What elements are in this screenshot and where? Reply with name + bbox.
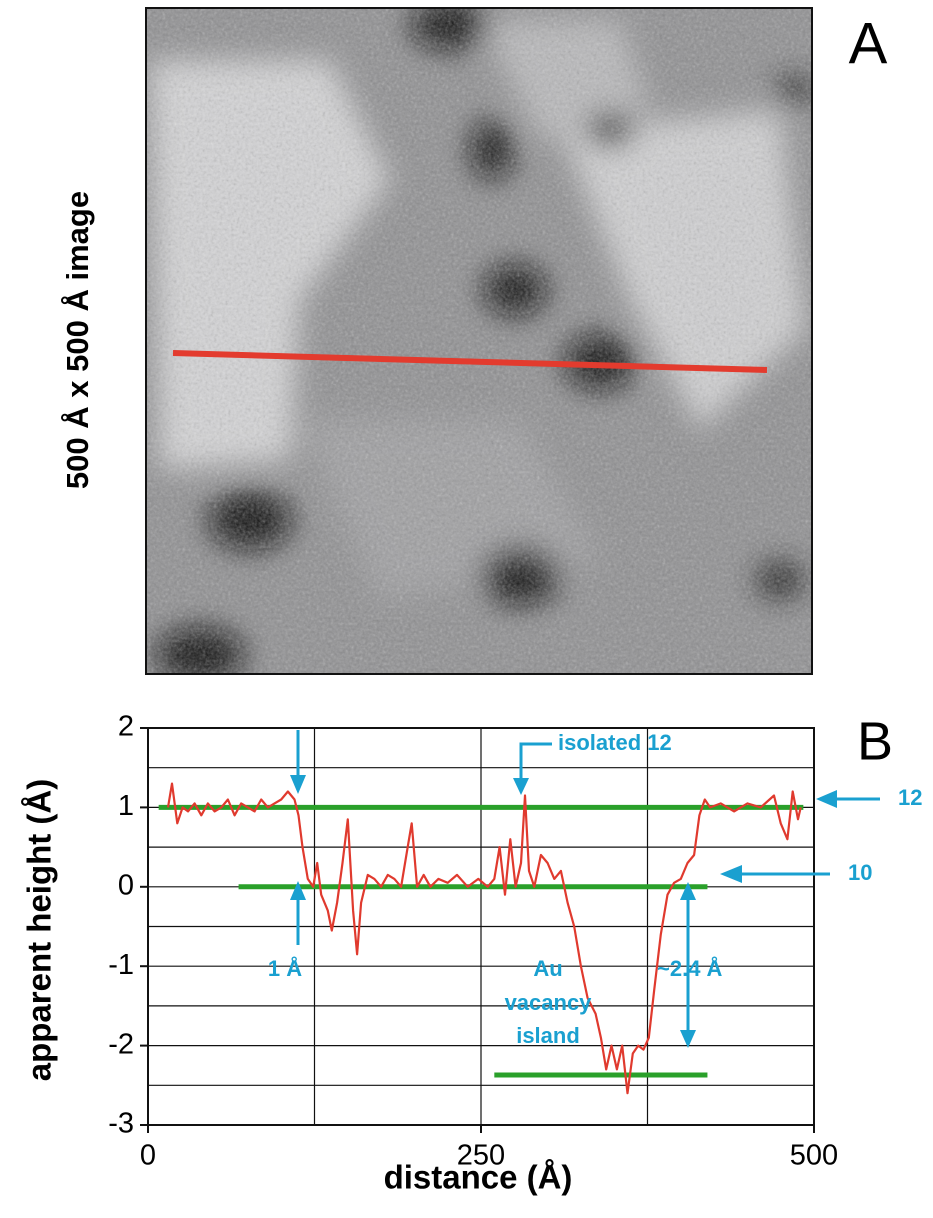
y-tick-label: -2: [108, 1028, 134, 1060]
annotation: Au: [533, 956, 562, 981]
y-tick-label: 1: [118, 790, 134, 822]
x-axis-title: distance (Å): [384, 1159, 573, 1196]
panel-label: B: [857, 711, 893, 771]
annotation: ~2.4 Å: [657, 955, 723, 981]
annotation: vacancy: [505, 990, 593, 1015]
y-tick-label: -1: [108, 949, 134, 981]
annotation: 1 Å: [268, 955, 302, 981]
stm-image: [146, 0, 815, 683]
y-tick-label: 2: [118, 711, 134, 743]
figure: A 500 Å x 500 Å image -3-2-10120250500 B…: [0, 0, 933, 1213]
annotation: isolated 12: [558, 730, 672, 755]
x-tick-label: 0: [140, 1140, 156, 1172]
panel-label: A: [849, 11, 888, 76]
annotation: 10: [848, 860, 872, 885]
image-size-label: 500 Å x 500 Å image: [60, 191, 95, 489]
annotation: 12: [898, 785, 922, 810]
arrow-head: [816, 790, 837, 808]
y-tick-label: 0: [118, 869, 134, 901]
annotation: island: [516, 1023, 580, 1048]
y-tick-label: -3: [108, 1108, 134, 1140]
x-tick-label: 500: [790, 1140, 838, 1172]
y-axis-title: apparent height (Å): [21, 779, 58, 1082]
